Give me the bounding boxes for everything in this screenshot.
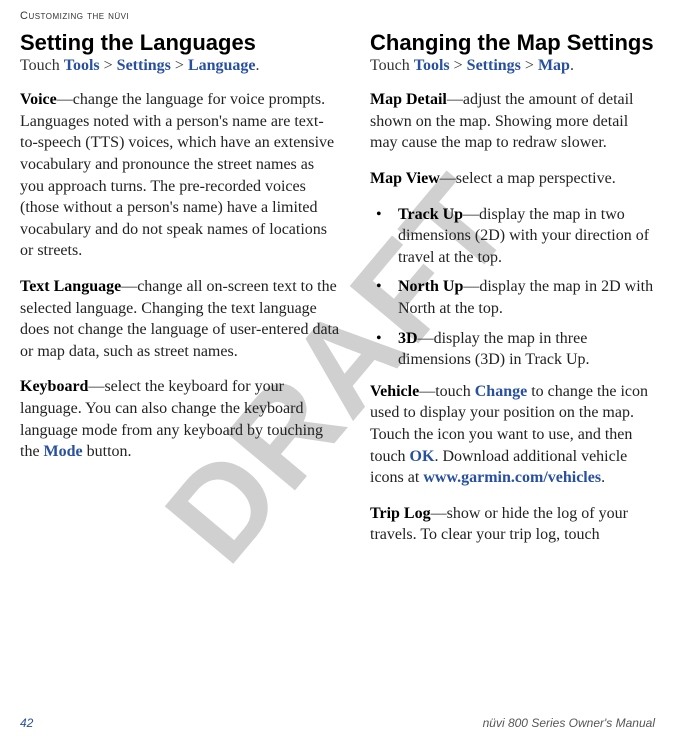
manual-title: nüvi 800 Series Owner's Manual	[483, 716, 655, 730]
link-tools: Tools	[64, 57, 100, 74]
text-vehicle-1: —touch	[419, 383, 475, 400]
paragraph-map-detail: Map Detail—adjust the amount of detail s…	[370, 89, 655, 154]
breadcrumb-prefix-r: Touch	[370, 57, 414, 74]
page-header: Customizing the nüvi	[20, 10, 655, 22]
breadcrumb-right: Touch Tools > Settings > Map.	[370, 57, 655, 75]
breadcrumb-prefix: Touch	[20, 57, 64, 74]
page-number: 42	[20, 716, 33, 730]
paragraph-vehicle: Vehicle—touch Change to change the icon …	[370, 381, 655, 489]
text-voice: —change the language for voice prompts. …	[20, 91, 334, 259]
paragraph-voice: Voice—change the language for voice prom…	[20, 89, 340, 262]
page-content: Customizing the nüvi Setting the Languag…	[0, 0, 675, 546]
link-ok: OK	[410, 448, 435, 465]
label-map-view: Map View	[370, 170, 440, 187]
text-3d: —display the map in three dimensions (3D…	[398, 330, 590, 369]
paragraph-keyboard: Keyboard—select the keyboard for your la…	[20, 376, 340, 462]
label-vehicle: Vehicle	[370, 383, 419, 400]
list-item: Track Up—display the map in two dimensio…	[370, 204, 655, 269]
link-change: Change	[475, 383, 527, 400]
link-settings-r: Settings	[467, 57, 521, 74]
list-item: 3D—display the map in three dimensions (…	[370, 328, 655, 371]
text-map-view: —select a map perspective.	[440, 170, 616, 187]
two-column-layout: Setting the Languages Touch Tools > Sett…	[20, 30, 655, 546]
text-keyboard-2: button.	[83, 443, 132, 460]
link-map: Map	[538, 57, 570, 74]
paragraph-text-language: Text Language—change all on-screen text …	[20, 276, 340, 362]
breadcrumb-left: Touch Tools > Settings > Language.	[20, 57, 340, 75]
page-footer: 42 nüvi 800 Series Owner's Manual	[20, 716, 655, 730]
right-column: Changing the Map Settings Touch Tools > …	[370, 30, 655, 546]
label-trip-log: Trip Log	[370, 505, 431, 522]
label-track-up: Track Up	[398, 206, 463, 223]
label-voice: Voice	[20, 91, 57, 108]
heading-setting-languages: Setting the Languages	[20, 30, 340, 55]
label-text-language: Text Language	[20, 278, 121, 295]
bullet-list: Track Up—display the map in two dimensio…	[370, 204, 655, 371]
link-settings: Settings	[117, 57, 171, 74]
list-item: North Up—display the map in 2D with Nort…	[370, 276, 655, 319]
label-keyboard: Keyboard	[20, 378, 88, 395]
link-mode: Mode	[44, 443, 83, 460]
paragraph-trip-log: Trip Log—show or hide the log of your tr…	[370, 503, 655, 546]
link-language: Language	[188, 57, 256, 74]
label-north-up: North Up	[398, 278, 463, 295]
link-vehicles-url: www.garmin.com/vehicles	[423, 469, 601, 486]
link-tools-r: Tools	[414, 57, 450, 74]
text-vehicle-4: .	[601, 469, 605, 486]
left-column: Setting the Languages Touch Tools > Sett…	[20, 30, 340, 546]
label-map-detail: Map Detail	[370, 91, 447, 108]
label-3d: 3D	[398, 330, 418, 347]
paragraph-map-view: Map View—select a map perspective.	[370, 168, 655, 190]
heading-map-settings: Changing the Map Settings	[370, 30, 655, 55]
